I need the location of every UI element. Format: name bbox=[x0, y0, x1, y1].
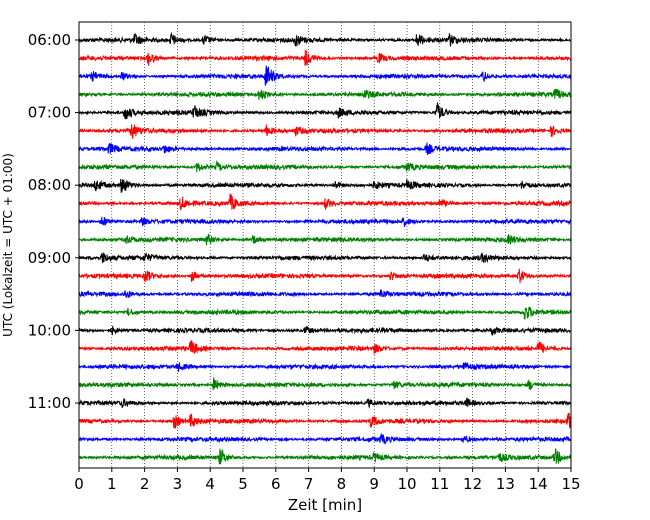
x-tick-label: 4 bbox=[205, 475, 215, 493]
x-tick-label: 12 bbox=[463, 475, 482, 493]
x-gridlines bbox=[111, 22, 539, 468]
y-tick-label: 07:00 bbox=[28, 104, 71, 122]
trace-row-4 bbox=[78, 102, 572, 120]
trace-row-10 bbox=[78, 216, 572, 227]
x-tick-label: 1 bbox=[107, 475, 117, 493]
y-tick-label: 10:00 bbox=[28, 321, 71, 339]
trace-row-0 bbox=[78, 31, 571, 47]
y-tick-label: 08:00 bbox=[28, 176, 71, 194]
x-tick-label: 9 bbox=[369, 475, 379, 493]
trace-row-20 bbox=[78, 396, 572, 409]
trace-row-17 bbox=[78, 340, 572, 355]
x-tick-label: 3 bbox=[173, 475, 183, 493]
trace-row-23 bbox=[78, 448, 572, 465]
x-tick-label: 10 bbox=[397, 475, 416, 493]
trace-row-21 bbox=[78, 412, 572, 429]
x-tick-label: 2 bbox=[140, 475, 150, 493]
plot-frame bbox=[78, 21, 572, 469]
trace-row-5 bbox=[78, 124, 572, 140]
trace-row-3 bbox=[78, 88, 572, 101]
y-axis-label: UTC (Lokalzeit = UTC + 01:00) bbox=[1, 153, 15, 337]
trace-row-11 bbox=[78, 233, 572, 246]
trace-row-16 bbox=[78, 325, 571, 337]
y-tick-label: 11:00 bbox=[28, 394, 71, 412]
trace-row-19 bbox=[78, 377, 572, 391]
x-tick-label: 6 bbox=[271, 475, 281, 493]
trace-row-14 bbox=[78, 289, 572, 299]
x-tick-label: 7 bbox=[304, 475, 314, 493]
trace-row-18 bbox=[78, 361, 572, 372]
x-tick-label: 5 bbox=[238, 475, 248, 493]
x-axis: 0 1 2 3 4 5 6 7 8 9 10 11 12 13 14 15 bbox=[74, 468, 581, 493]
seismogram-traces bbox=[78, 31, 572, 465]
trace-row-2 bbox=[78, 65, 572, 86]
x-axis-label: Zeit [min] bbox=[288, 496, 362, 514]
x-tick-label: 13 bbox=[496, 475, 515, 493]
trace-row-6 bbox=[78, 142, 572, 156]
trace-row-13 bbox=[78, 268, 572, 284]
x-tick-label: 0 bbox=[74, 475, 84, 493]
trace-row-7 bbox=[78, 160, 572, 173]
y-axis: 06:00 07:00 08:00 09:00 10:00 11:00 bbox=[28, 31, 79, 412]
y-tick-label: 06:00 bbox=[28, 31, 71, 49]
trace-row-1 bbox=[78, 49, 572, 66]
trace-row-22 bbox=[78, 433, 572, 446]
x-tick-label: 8 bbox=[337, 475, 347, 493]
trace-row-8 bbox=[78, 178, 572, 193]
trace-row-12 bbox=[78, 251, 572, 264]
x-tick-label: 14 bbox=[529, 475, 548, 493]
plot-area bbox=[79, 22, 571, 468]
trace-row-15 bbox=[78, 306, 572, 320]
y-tick-label: 09:00 bbox=[28, 249, 71, 267]
x-tick-label: 11 bbox=[430, 475, 449, 493]
trace-row-9 bbox=[78, 193, 572, 211]
x-tick-label: 15 bbox=[561, 475, 580, 493]
